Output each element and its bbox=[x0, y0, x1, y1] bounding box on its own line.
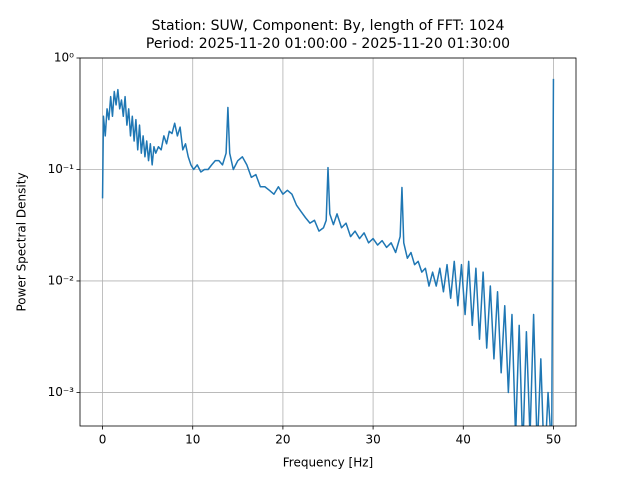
x-axis-label: Frequency [Hz] bbox=[283, 456, 374, 470]
chart-subtitle: Period: 2025-11-20 01:00:00 - 2025-11-20… bbox=[146, 36, 510, 52]
x-tick-label: 10 bbox=[185, 433, 200, 447]
plot-area bbox=[101, 78, 555, 426]
axes-frame bbox=[79, 57, 577, 427]
chart-title: Station: SUW, Component: By, length of F… bbox=[152, 18, 505, 34]
y-tick-label: 10⁻³ bbox=[48, 385, 75, 399]
y-tick-label: 10⁻¹ bbox=[48, 162, 75, 176]
x-tick-label: 30 bbox=[365, 433, 380, 447]
x-tick-label: 40 bbox=[456, 433, 471, 447]
ticks: 0 10 20 30 40 50 10⁰ 10⁻¹ 10⁻² 10⁻³ bbox=[48, 51, 562, 447]
x-tick-label: 0 bbox=[99, 433, 107, 447]
psd-line bbox=[101, 78, 555, 426]
y-tick-label: 10⁻² bbox=[48, 273, 75, 287]
y-axis-label: Power Spectral Density bbox=[15, 172, 29, 311]
y-tick-label: 10⁰ bbox=[54, 51, 74, 65]
x-tick-label: 50 bbox=[546, 433, 561, 447]
x-tick-label: 20 bbox=[275, 433, 290, 447]
